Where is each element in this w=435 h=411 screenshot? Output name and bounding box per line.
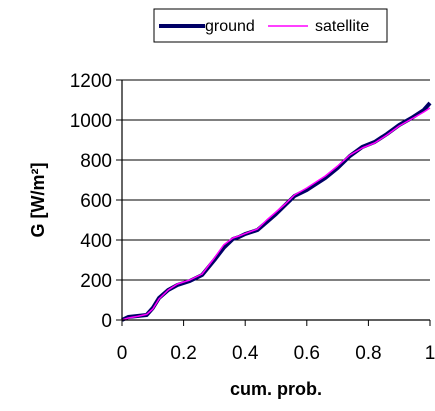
- y-tick-label: 1200: [70, 71, 112, 92]
- axes: [116, 79, 431, 326]
- y-tick-label: 1000: [70, 111, 112, 132]
- series-line-satellite: [121, 107, 431, 321]
- x-tick-label: 0.6: [294, 343, 320, 364]
- x-tick-label: 0: [117, 343, 128, 364]
- tick-labels: 0 200 400 600 800 1000 1200 0 0.2 0.4 0.6 0.8 1: [70, 71, 435, 364]
- x-tick-label: 0.4: [232, 343, 259, 364]
- legend-label-satellite: satellite: [315, 18, 369, 35]
- y-tick-label: 800: [80, 151, 112, 172]
- legend: ground satellite: [153, 8, 388, 43]
- x-tick-label: 1: [425, 343, 435, 364]
- y-axis-title: G [W/m²]: [28, 163, 48, 238]
- x-tick-label: 0.2: [170, 343, 196, 364]
- grid-lines: [122, 79, 430, 281]
- legend-label-ground: ground: [205, 18, 255, 35]
- y-tick-label: 600: [80, 191, 112, 212]
- y-tick-label: 0: [101, 311, 112, 332]
- y-tick-label: 200: [80, 271, 112, 292]
- series-layer: [121, 101, 432, 322]
- y-tick-label: 400: [80, 231, 112, 252]
- x-axis-title: cum. prob.: [230, 379, 322, 399]
- x-tick-label: 0.8: [355, 343, 381, 364]
